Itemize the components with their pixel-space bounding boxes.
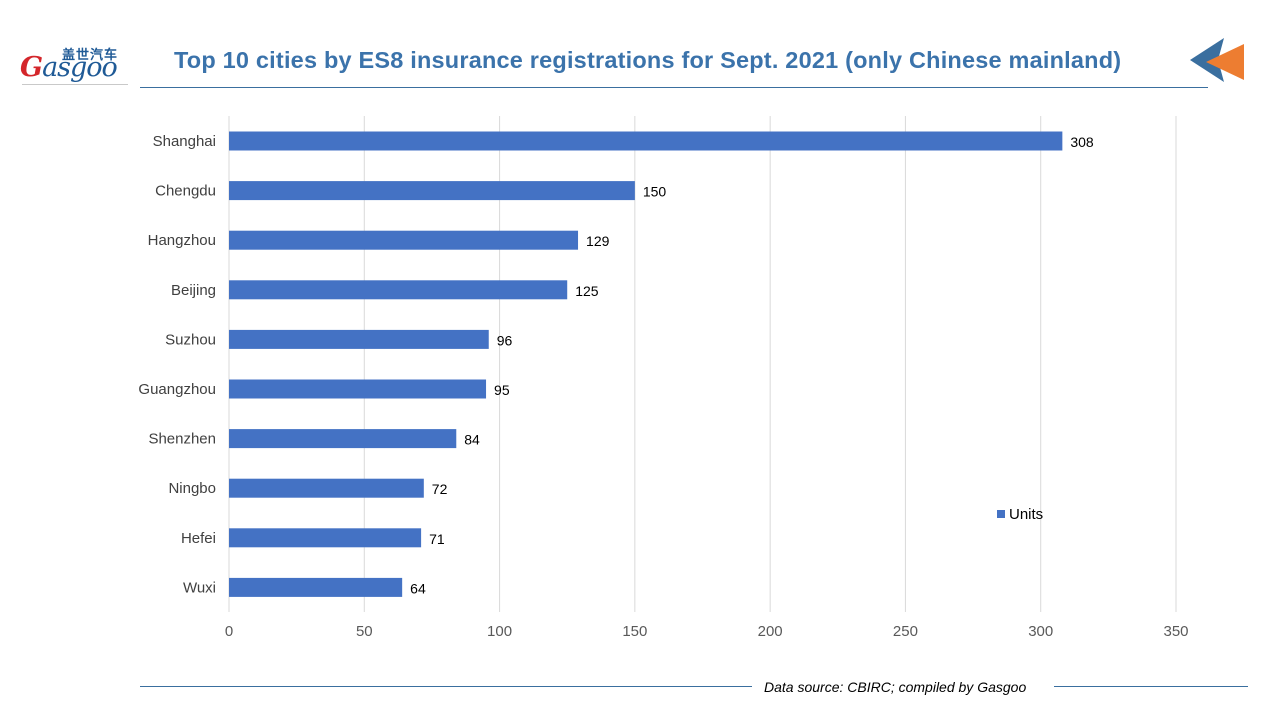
bar — [229, 329, 489, 349]
data-label: 308 — [1070, 134, 1094, 150]
x-tick-label: 0 — [225, 623, 233, 640]
footer-divider-right — [1054, 686, 1248, 687]
category-label: Beijing — [171, 282, 216, 299]
x-tick-label: 100 — [487, 623, 512, 640]
title-divider — [140, 87, 1208, 88]
category-label: Suzhou — [165, 331, 216, 348]
data-label: 64 — [410, 580, 426, 596]
logo-wordmark: Gasgoo — [20, 52, 118, 83]
data-source-note: Data source: CBIRC; compiled by Gasgoo — [764, 679, 1027, 695]
category-label: Guangzhou — [138, 381, 216, 398]
bar — [229, 230, 579, 250]
data-label: 96 — [497, 332, 513, 348]
legend-swatch — [997, 510, 1005, 518]
footer-divider-left — [140, 686, 752, 687]
bar — [229, 478, 424, 498]
x-tick-label: 250 — [893, 623, 918, 640]
chart-legend: Units — [997, 506, 1043, 523]
bar — [229, 181, 635, 201]
x-tick-label: 50 — [356, 623, 373, 640]
bar — [229, 131, 1063, 151]
bar — [229, 429, 457, 449]
data-label: 71 — [429, 531, 445, 547]
category-label: Wuxi — [183, 579, 216, 596]
data-label: 72 — [432, 481, 448, 497]
x-tick-label: 150 — [622, 623, 647, 640]
data-label: 150 — [643, 184, 667, 200]
category-label: Ningbo — [168, 480, 216, 497]
x-tick-label: 200 — [758, 623, 783, 640]
bar — [229, 577, 403, 597]
bar — [229, 280, 568, 300]
bar — [229, 379, 487, 399]
logo-underline — [22, 84, 128, 85]
data-label: 84 — [464, 432, 480, 448]
data-label: 125 — [575, 283, 599, 299]
data-label: 95 — [494, 382, 510, 398]
legend-label: Units — [1009, 506, 1044, 523]
corner-arrow-icon — [1190, 38, 1244, 82]
x-tick-label: 300 — [1028, 623, 1053, 640]
x-tick-label: 350 — [1163, 623, 1188, 640]
bar — [229, 528, 422, 548]
category-label: Shenzhen — [148, 431, 216, 448]
category-label: Shanghai — [153, 133, 216, 150]
chart-title: Top 10 cities by ES8 insurance registrat… — [174, 47, 1122, 73]
category-label: Hangzhou — [148, 232, 216, 249]
category-label: Chengdu — [155, 183, 216, 200]
gasgoo-logo: 盖世汽车 Gasgoo — [18, 44, 133, 92]
logo-chinese-text: 盖世汽车 — [62, 48, 119, 63]
data-label: 129 — [586, 233, 610, 249]
category-label: Hefei — [181, 530, 216, 547]
